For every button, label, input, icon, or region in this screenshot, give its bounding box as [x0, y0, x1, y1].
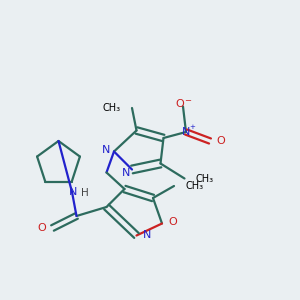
Text: N: N	[182, 127, 190, 137]
Text: N: N	[122, 167, 130, 178]
Text: −: −	[184, 96, 191, 105]
Text: CH₃: CH₃	[196, 173, 214, 184]
Text: N: N	[102, 145, 111, 155]
Text: CH₃: CH₃	[185, 181, 203, 191]
Text: O: O	[169, 217, 177, 227]
Text: O: O	[38, 223, 46, 233]
Text: O: O	[217, 136, 225, 146]
Text: CH₃: CH₃	[103, 103, 121, 113]
Text: N: N	[142, 230, 151, 241]
Text: +: +	[190, 124, 196, 130]
Text: N: N	[69, 187, 78, 197]
Text: H: H	[81, 188, 88, 199]
Text: O: O	[175, 99, 184, 109]
